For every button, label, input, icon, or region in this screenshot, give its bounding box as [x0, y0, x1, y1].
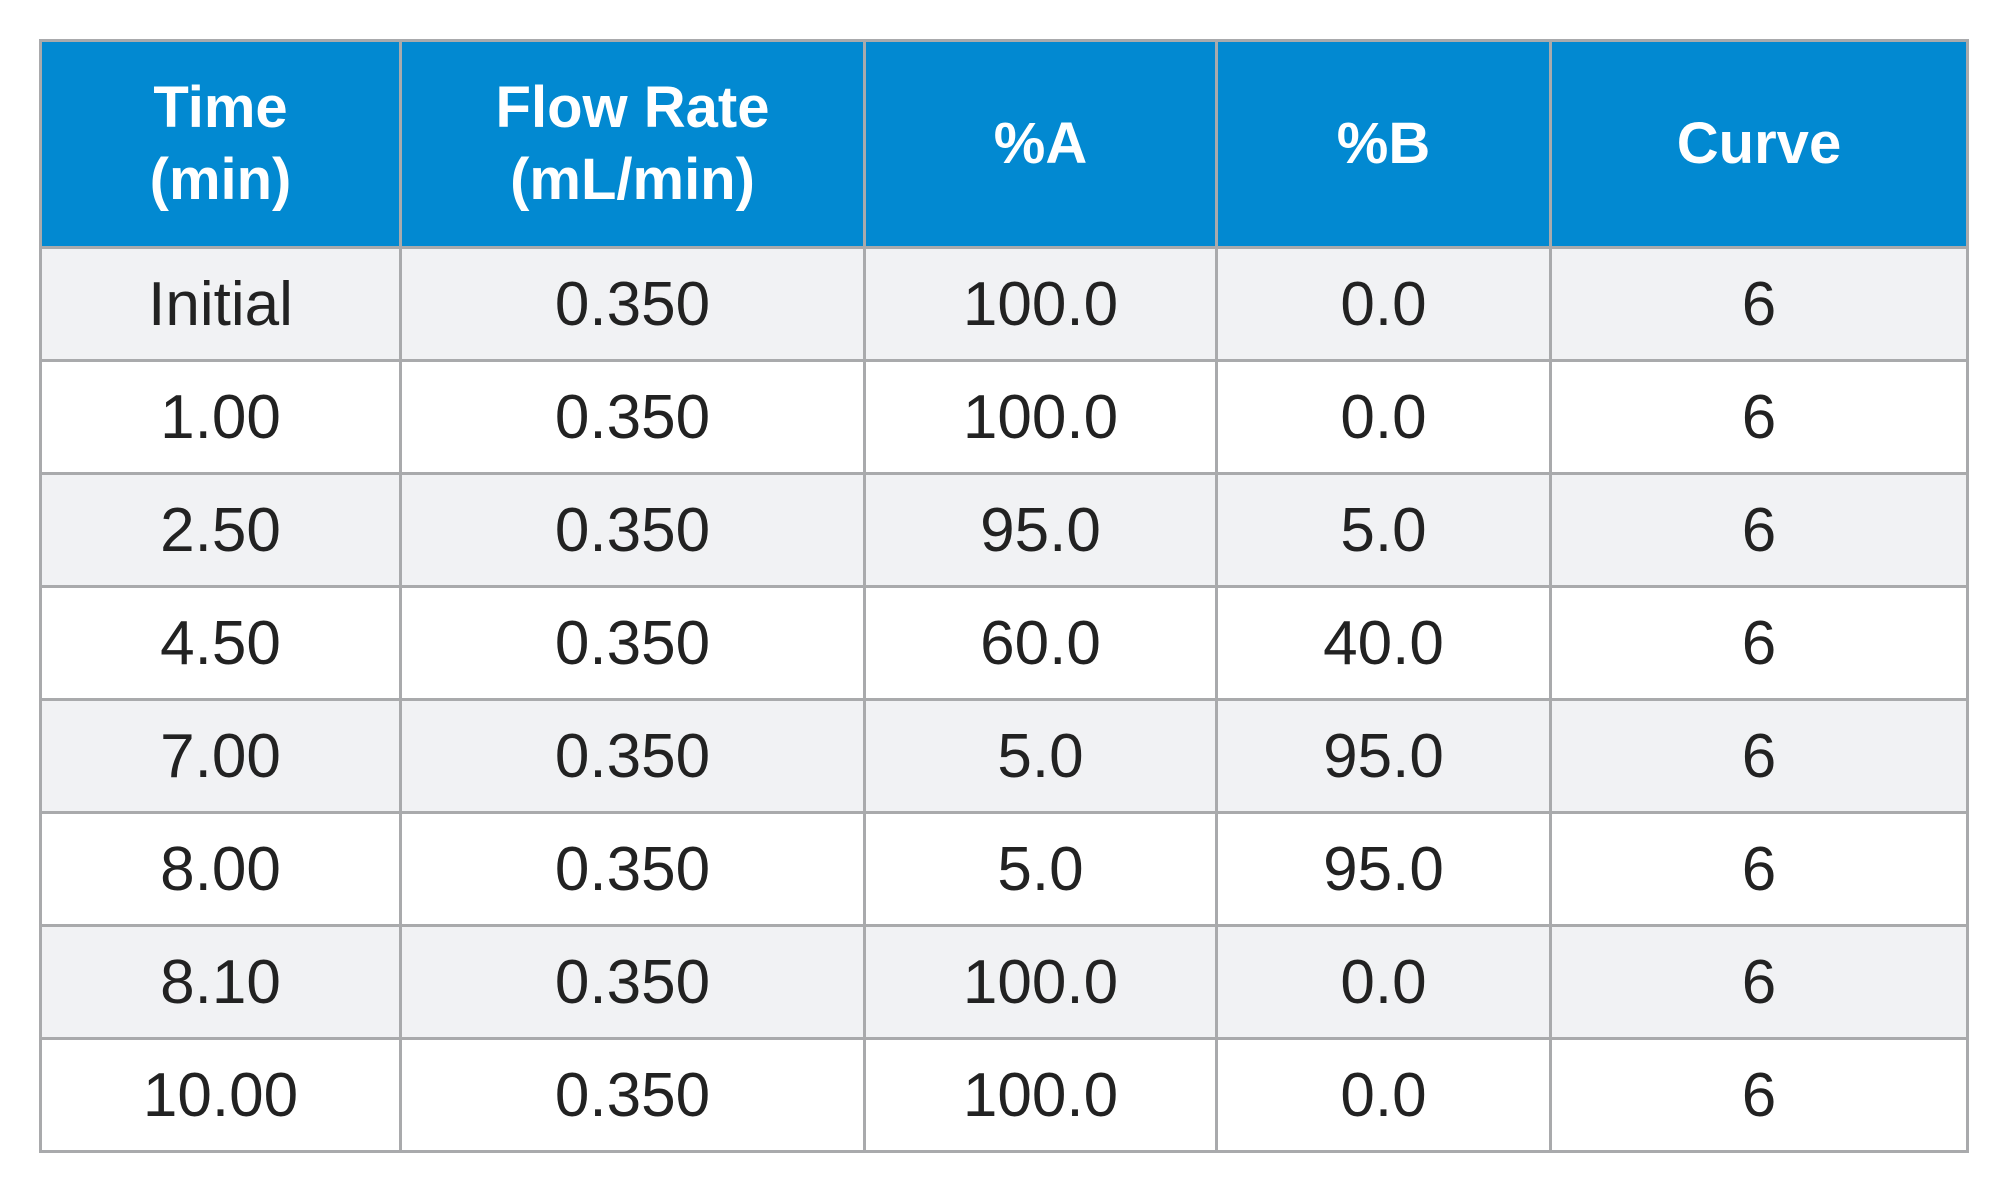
header-percent-a-label: %A: [866, 115, 1215, 173]
header-flow-rate: Flow Rate (mL/min): [401, 41, 865, 248]
header-flow-rate-line-1: Flow Rate: [402, 79, 863, 137]
header-flow-rate-line-2: (mL/min): [402, 151, 863, 209]
table-row: 1.00 0.350 100.0 0.0 6: [41, 361, 1968, 474]
cell-flow-rate: 0.350: [401, 813, 865, 926]
cell-flow-rate: 0.350: [401, 1039, 865, 1152]
cell-curve: 6: [1551, 361, 1968, 474]
table-row: 2.50 0.350 95.0 5.0 6: [41, 474, 1968, 587]
cell-flow-rate: 0.350: [401, 587, 865, 700]
cell-curve: 6: [1551, 700, 1968, 813]
cell-time: 8.10: [41, 926, 401, 1039]
header-time-line-2: (min): [42, 151, 399, 209]
table-header: Time (min) Flow Rate (mL/min) %A %B Curv…: [41, 41, 1968, 248]
gradient-table-container: Time (min) Flow Rate (mL/min) %A %B Curv…: [39, 39, 1966, 1153]
cell-curve: 6: [1551, 926, 1968, 1039]
table-row: 8.00 0.350 5.0 95.0 6: [41, 813, 1968, 926]
gradient-table: Time (min) Flow Rate (mL/min) %A %B Curv…: [39, 39, 1969, 1153]
cell-percent-b: 0.0: [1217, 248, 1551, 361]
cell-percent-a: 5.0: [865, 700, 1217, 813]
table-row: 8.10 0.350 100.0 0.0 6: [41, 926, 1968, 1039]
cell-flow-rate: 0.350: [401, 700, 865, 813]
table-row: 7.00 0.350 5.0 95.0 6: [41, 700, 1968, 813]
cell-time: 10.00: [41, 1039, 401, 1152]
cell-percent-b: 40.0: [1217, 587, 1551, 700]
cell-percent-b: 0.0: [1217, 361, 1551, 474]
cell-time: Initial: [41, 248, 401, 361]
cell-percent-b: 0.0: [1217, 1039, 1551, 1152]
cell-percent-a: 100.0: [865, 926, 1217, 1039]
cell-percent-a: 100.0: [865, 248, 1217, 361]
cell-time: 1.00: [41, 361, 401, 474]
cell-curve: 6: [1551, 1039, 1968, 1152]
cell-flow-rate: 0.350: [401, 361, 865, 474]
header-percent-a: %A: [865, 41, 1217, 248]
header-time-line-1: Time: [42, 79, 399, 137]
table-row: 4.50 0.350 60.0 40.0 6: [41, 587, 1968, 700]
header-percent-b-label: %B: [1218, 115, 1549, 173]
cell-percent-a: 95.0: [865, 474, 1217, 587]
cell-percent-a: 100.0: [865, 1039, 1217, 1152]
cell-curve: 6: [1551, 587, 1968, 700]
table-body: Initial 0.350 100.0 0.0 6 1.00 0.350 100…: [41, 248, 1968, 1152]
cell-percent-b: 95.0: [1217, 813, 1551, 926]
table-row: Initial 0.350 100.0 0.0 6: [41, 248, 1968, 361]
cell-percent-b: 95.0: [1217, 700, 1551, 813]
cell-time: 2.50: [41, 474, 401, 587]
cell-flow-rate: 0.350: [401, 926, 865, 1039]
cell-flow-rate: 0.350: [401, 248, 865, 361]
cell-time: 8.00: [41, 813, 401, 926]
cell-curve: 6: [1551, 474, 1968, 587]
cell-percent-a: 5.0: [865, 813, 1217, 926]
cell-percent-a: 60.0: [865, 587, 1217, 700]
cell-flow-rate: 0.350: [401, 474, 865, 587]
cell-curve: 6: [1551, 813, 1968, 926]
header-time: Time (min): [41, 41, 401, 248]
cell-percent-b: 0.0: [1217, 926, 1551, 1039]
header-curve-label: Curve: [1552, 115, 1966, 173]
cell-percent-a: 100.0: [865, 361, 1217, 474]
cell-percent-b: 5.0: [1217, 474, 1551, 587]
cell-curve: 6: [1551, 248, 1968, 361]
cell-time: 4.50: [41, 587, 401, 700]
cell-time: 7.00: [41, 700, 401, 813]
table-row: 10.00 0.350 100.0 0.0 6: [41, 1039, 1968, 1152]
header-row: Time (min) Flow Rate (mL/min) %A %B Curv…: [41, 41, 1968, 248]
header-curve: Curve: [1551, 41, 1968, 248]
header-percent-b: %B: [1217, 41, 1551, 248]
